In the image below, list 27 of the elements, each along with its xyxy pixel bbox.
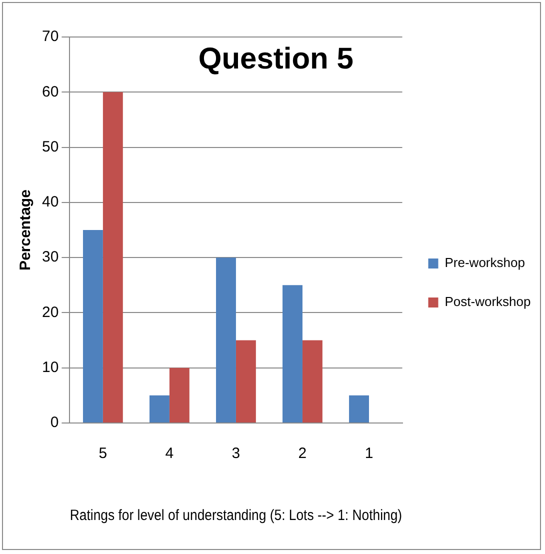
y-tick-label: 60 bbox=[42, 83, 59, 100]
bar bbox=[169, 368, 190, 422]
x-tick-label: 5 bbox=[98, 445, 108, 462]
x-tick-label: 2 bbox=[298, 445, 307, 462]
y-tick-label: 0 bbox=[50, 414, 59, 432]
bar bbox=[150, 395, 170, 422]
bar bbox=[236, 340, 256, 422]
legend-label: Pre-workshop bbox=[444, 255, 525, 270]
y-tick-label: 40 bbox=[42, 194, 59, 211]
y-tick-label: 70 bbox=[42, 28, 59, 46]
bar bbox=[216, 258, 236, 422]
bar bbox=[302, 340, 322, 422]
x-tick-label: 3 bbox=[232, 445, 240, 462]
legend-label: Post-workshop bbox=[444, 294, 531, 310]
bar bbox=[349, 395, 369, 422]
y-tick-label: 50 bbox=[42, 138, 59, 156]
x-axis-title: Ratings for level of understanding (5: Lots --> 1: Nothing) bbox=[70, 506, 402, 524]
y-tick-label: 30 bbox=[42, 248, 59, 266]
y-axis-title: Percentage bbox=[17, 190, 34, 270]
x-tick-label: 1 bbox=[364, 445, 374, 462]
y-tick-label: 20 bbox=[42, 304, 59, 321]
chart-title: Question 5 bbox=[198, 42, 354, 76]
bar bbox=[102, 92, 123, 422]
bar bbox=[82, 230, 103, 422]
y-tick-label: 10 bbox=[42, 359, 59, 376]
bar bbox=[282, 285, 302, 422]
x-tick-label: 4 bbox=[165, 445, 174, 462]
